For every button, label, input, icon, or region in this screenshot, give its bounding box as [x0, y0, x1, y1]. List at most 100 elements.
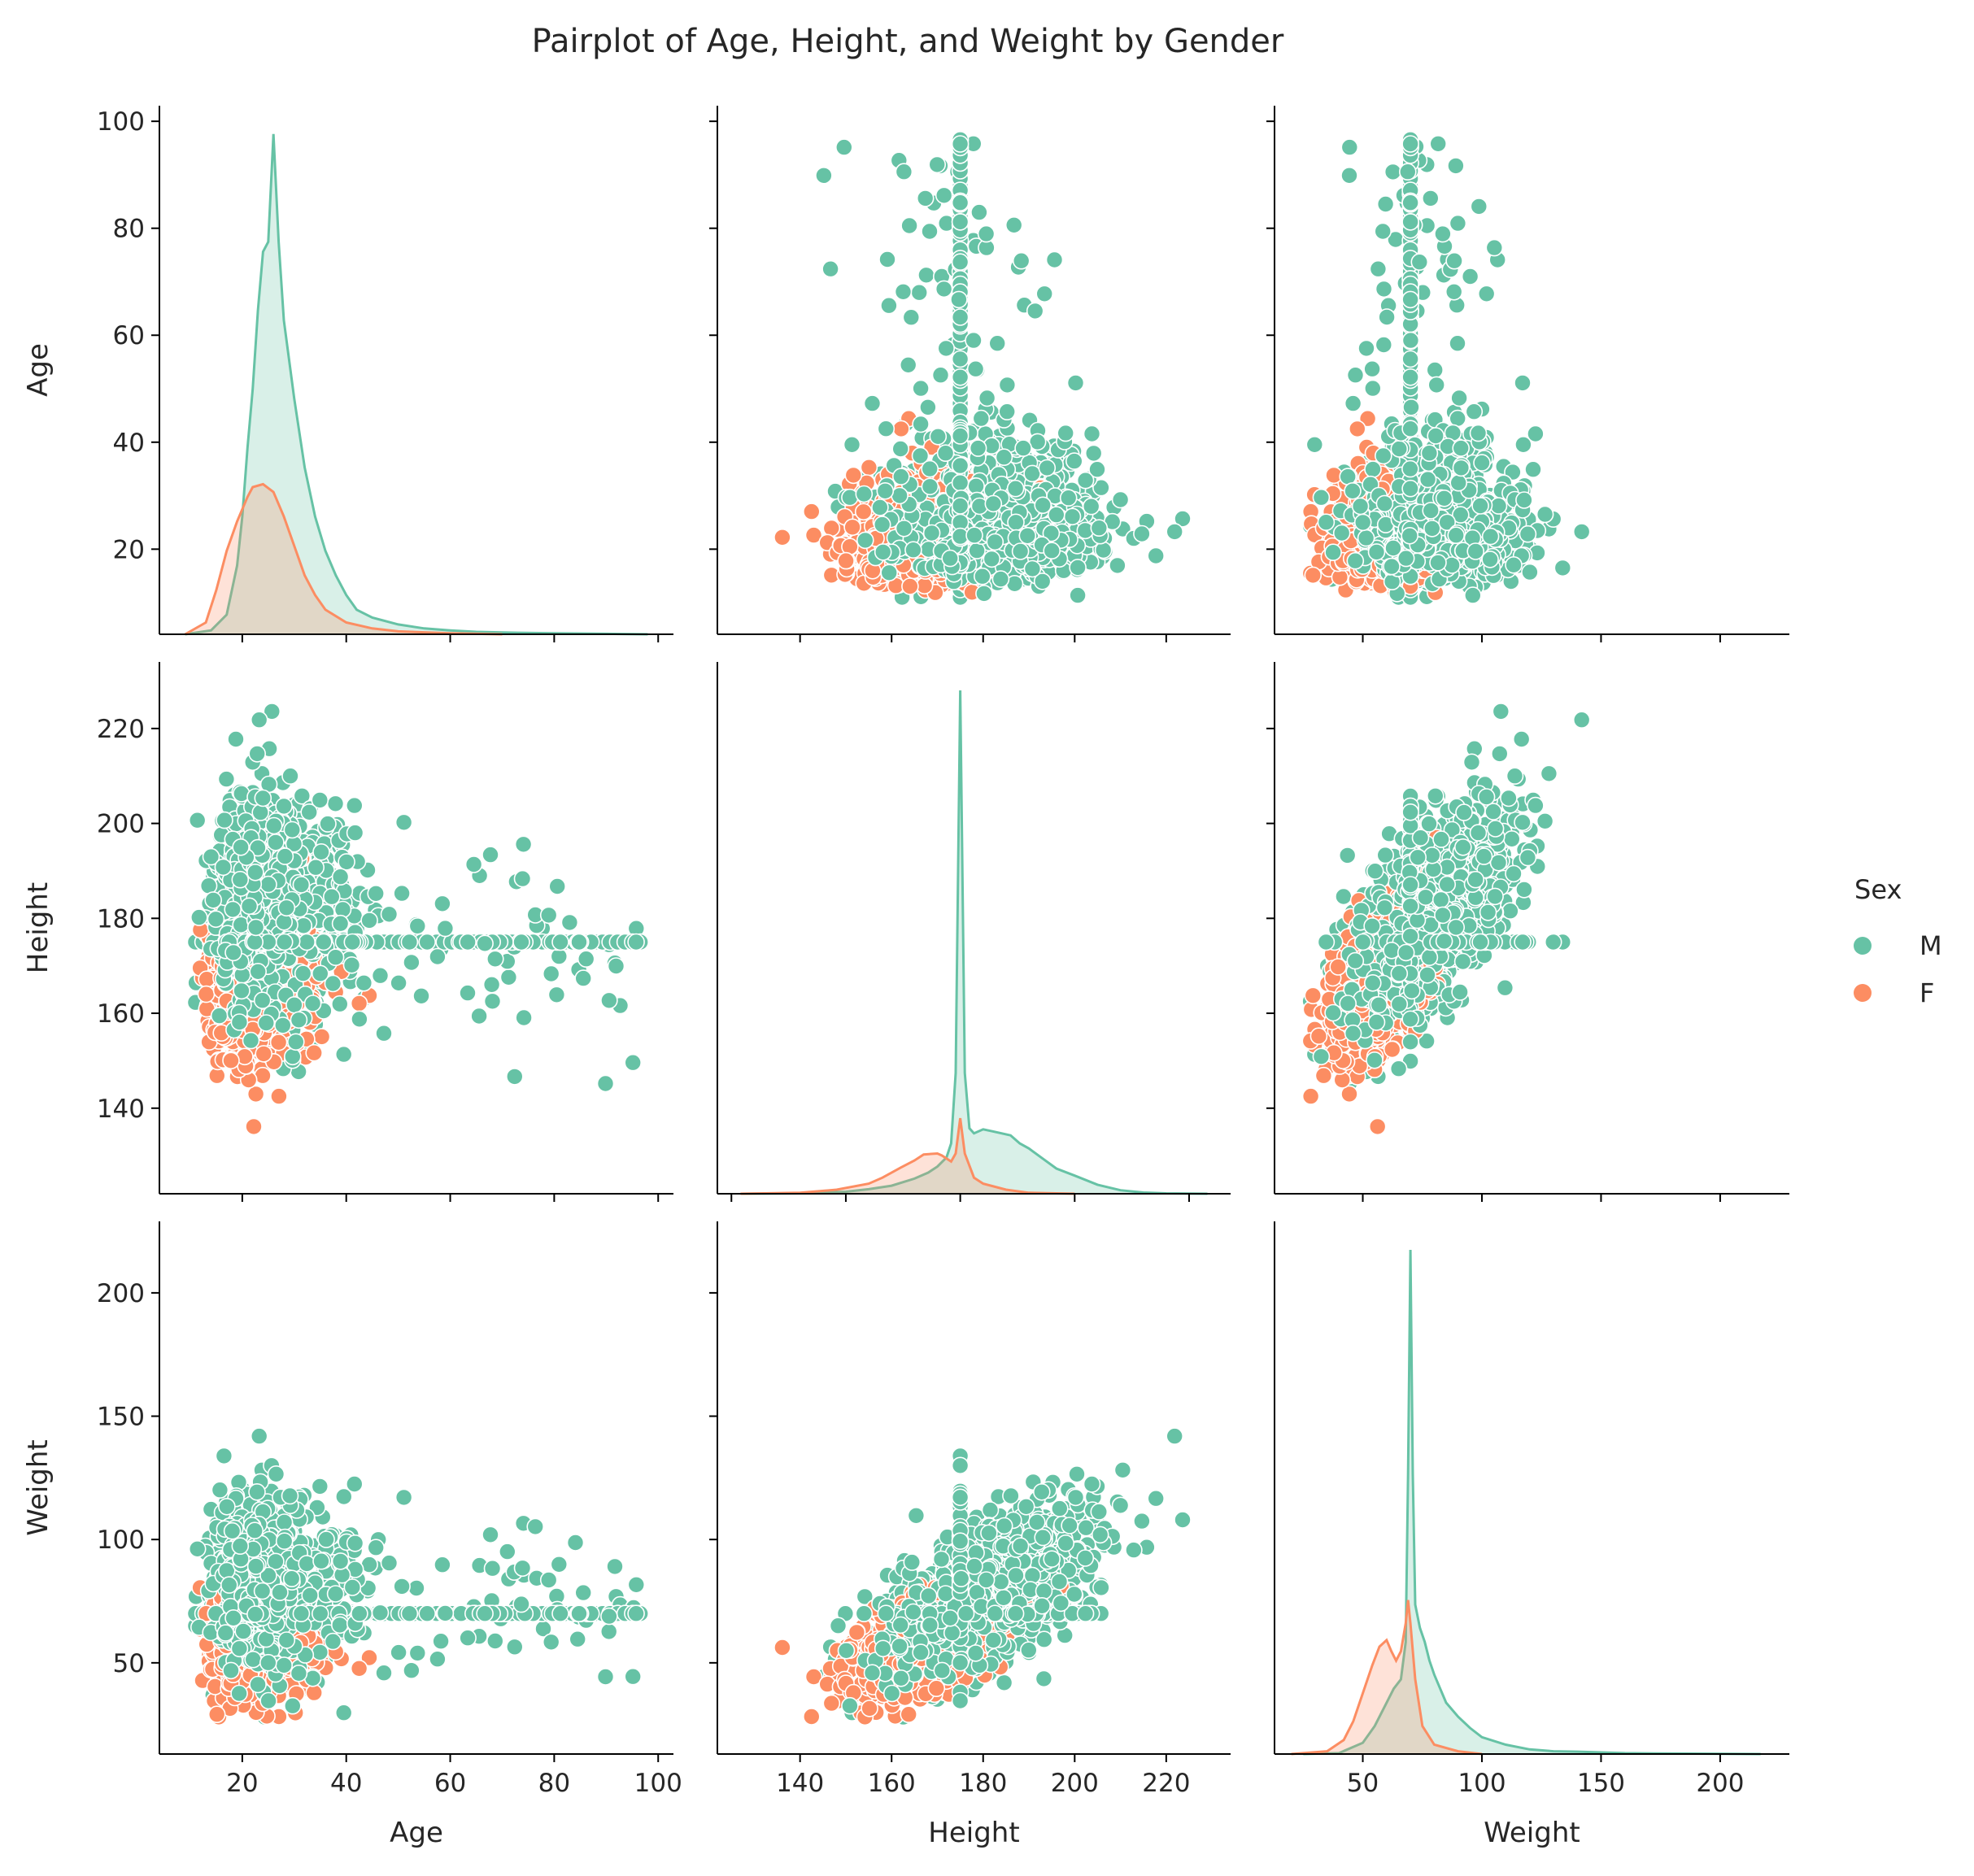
scatter-point-m — [863, 394, 882, 412]
panel-age-vs-weight — [1266, 106, 1789, 642]
scatter-point-m — [1090, 519, 1109, 538]
scatter-point-m — [1084, 444, 1103, 463]
scatter-point-m — [892, 468, 910, 485]
scatter-point-m — [876, 481, 895, 500]
scatter-point-m — [821, 259, 839, 278]
scatter-point-m — [1461, 268, 1479, 285]
scatter-point-m — [975, 585, 993, 603]
scatter-point-m — [1076, 471, 1095, 490]
scatter-point-m — [1057, 424, 1074, 442]
scatter-point-m — [1470, 198, 1488, 215]
scatter-point-m — [1422, 189, 1440, 207]
scatter-point-m — [977, 224, 996, 243]
scatter-point-m — [951, 473, 970, 492]
scatter-point-m — [931, 366, 950, 385]
scatter-point-m — [951, 135, 970, 153]
scatter-point-m — [998, 376, 1017, 394]
scatter-point-m — [1553, 559, 1572, 577]
scatter-point-m — [843, 435, 861, 454]
scatter-point-m — [951, 194, 970, 211]
scatter-point-m — [871, 498, 889, 516]
scatter-point-m — [873, 516, 891, 533]
scatter-point-m — [1069, 586, 1087, 604]
scatter-point-m — [899, 355, 917, 374]
scatter-point-f — [892, 420, 910, 438]
scatter-point-m — [951, 308, 970, 326]
scatter-point-m — [1166, 523, 1183, 541]
chart-title: Pairplot of Age, Height, and Weight by G… — [532, 23, 1284, 60]
scatter-point-m — [978, 389, 996, 407]
scatter-point-m — [1369, 259, 1388, 278]
scatter-point-m — [877, 420, 895, 438]
scatter-point-m — [855, 485, 874, 503]
scatter-point-m — [1449, 334, 1466, 353]
scatter-point-m — [922, 524, 941, 542]
scatter-point-m — [891, 440, 909, 458]
scatter-point-m — [912, 415, 930, 433]
scatter-point-m — [874, 543, 892, 561]
scatter-point-m — [1147, 546, 1165, 565]
scatter-point-f — [822, 519, 841, 538]
scatter-point-f — [837, 551, 855, 570]
scatter-point-m — [880, 564, 898, 582]
scatter-point-m — [916, 189, 935, 207]
scatter-point-m — [904, 541, 922, 559]
scatter-point-m — [1011, 542, 1030, 560]
scatter-point-m — [1401, 350, 1419, 368]
scatter-point-m — [1133, 524, 1151, 543]
scatter-point-m — [951, 456, 970, 475]
scatter-point-m — [921, 477, 939, 496]
scatter-point-m — [1426, 361, 1444, 379]
scatter-point-f — [844, 466, 863, 485]
scatter-point-m — [894, 282, 913, 301]
scatter-point-m — [1094, 541, 1113, 559]
scatter-point-m — [935, 280, 953, 298]
scatter-point-m — [921, 459, 939, 478]
scatter-point-m — [1035, 285, 1053, 303]
scatter-point-m — [950, 290, 968, 309]
scatter-point-m — [974, 567, 991, 585]
scatter-point-m — [1063, 507, 1082, 526]
panel-grid: 20406080100Age140160180200220Height50100… — [22, 106, 1789, 1849]
y-tick-label: 60 — [113, 321, 145, 350]
scatter-point-m — [937, 339, 955, 358]
scatter-point-m — [1018, 526, 1037, 545]
kde-fill-f — [185, 484, 503, 634]
scatter-point-m — [912, 379, 930, 398]
scatter-point-m — [1375, 336, 1393, 354]
scatter-point-m — [1004, 215, 1023, 234]
scatter-point-m — [1376, 195, 1395, 213]
scatter-point-m — [835, 138, 853, 156]
scatter-point-m — [1023, 464, 1041, 483]
scatter-point-m — [1007, 513, 1025, 532]
scatter-point-m — [951, 350, 970, 368]
scatter-point-m — [1038, 459, 1057, 477]
scatter-point-m — [1111, 490, 1130, 509]
scatter-point-m — [1447, 157, 1465, 175]
scatter-point-m — [1340, 138, 1359, 156]
scatter-point-m — [1514, 374, 1532, 392]
scatter-point-m — [995, 448, 1013, 467]
scatter-point-m — [900, 216, 918, 235]
scatter-point-m — [929, 427, 948, 446]
scatter-point-m — [1014, 439, 1032, 457]
scatter-point-m — [1023, 559, 1042, 578]
scatter-point-m — [815, 167, 833, 185]
scatter-point-m — [1012, 251, 1031, 270]
scatter-point-f — [843, 518, 861, 537]
scatter-point-m — [1048, 506, 1065, 524]
scatter-point-m — [1521, 563, 1539, 581]
scatter-point-m — [1450, 389, 1468, 407]
scatter-point-f — [802, 503, 821, 520]
panel-age-vs-height — [709, 106, 1231, 642]
scatter-point-m — [1083, 424, 1101, 443]
scatter-point-m — [921, 222, 939, 241]
scatter-point-f — [773, 528, 791, 546]
scatter-point-m — [951, 427, 970, 445]
scatter-point-m — [878, 250, 896, 268]
scatter-point-m — [965, 526, 983, 545]
scatter-point-m — [1445, 251, 1463, 270]
scatter-point-m — [951, 368, 970, 386]
scatter-point-m — [1109, 556, 1126, 575]
